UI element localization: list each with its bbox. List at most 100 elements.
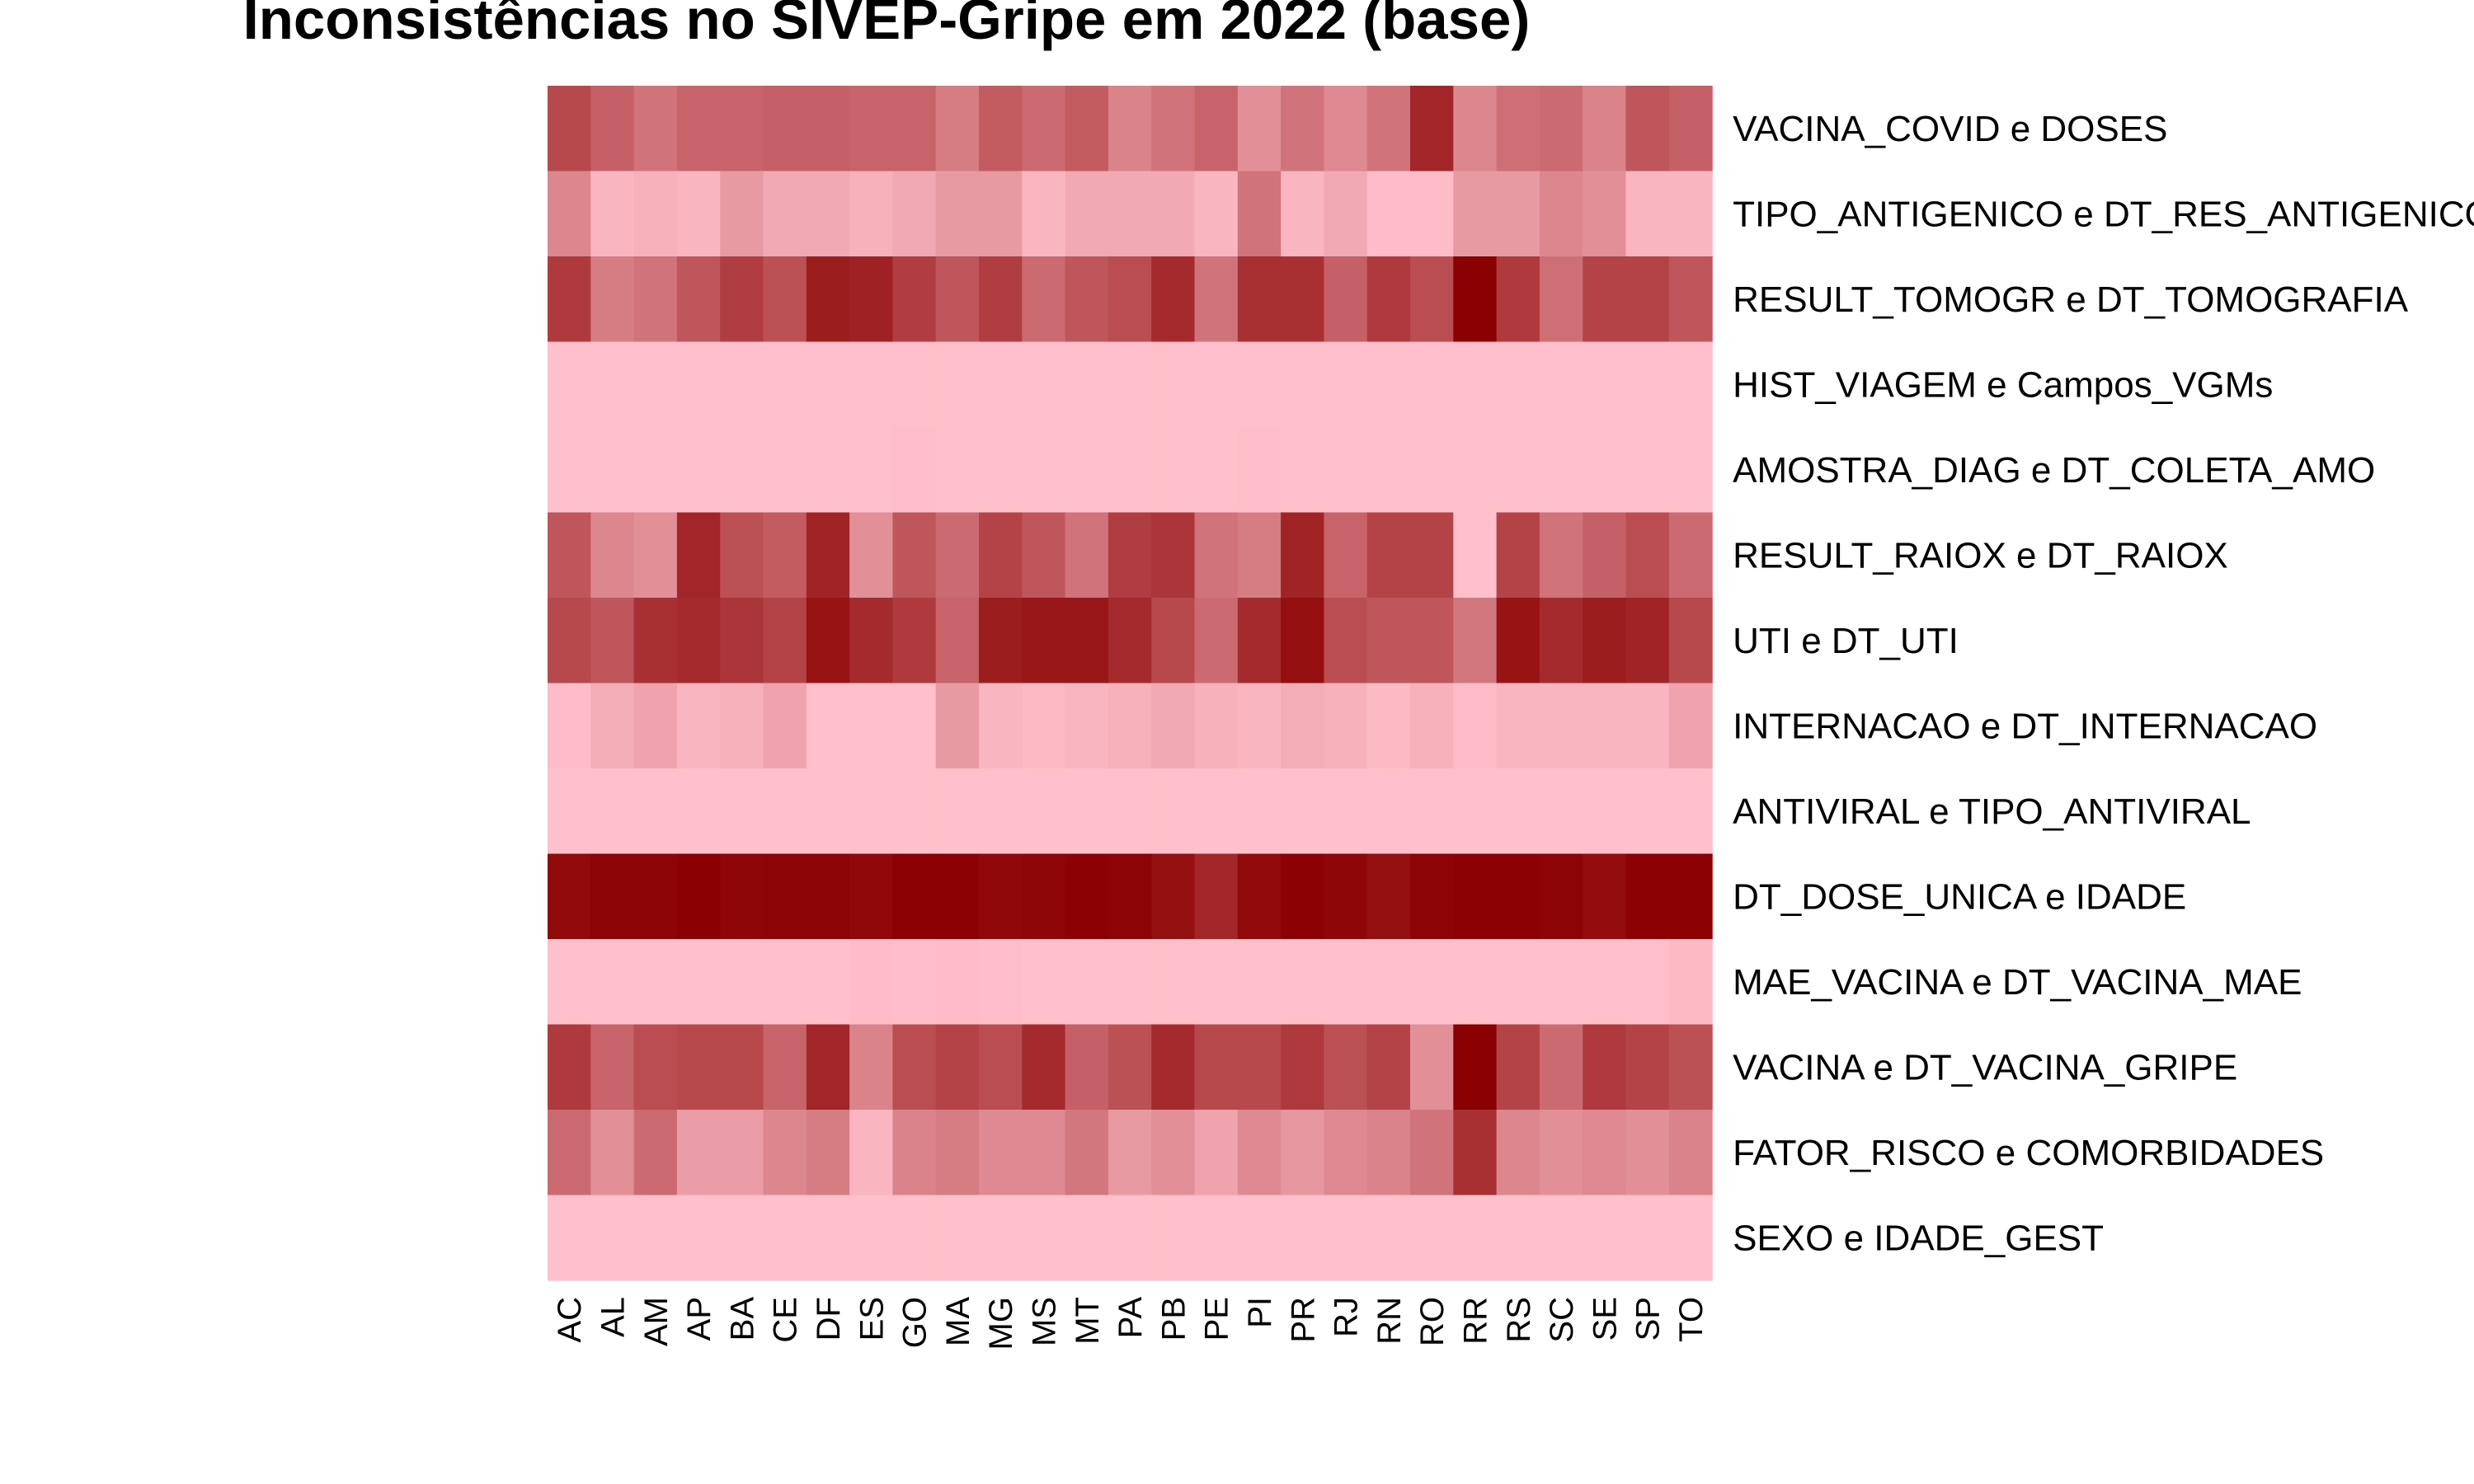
heatmap-cell xyxy=(1281,768,1324,855)
heatmap-cell xyxy=(1108,86,1152,172)
heatmap-cell xyxy=(1194,1024,1239,1111)
heatmap-cell xyxy=(548,683,591,769)
heatmap-cell xyxy=(979,1024,1023,1111)
heatmap-cell xyxy=(1496,171,1540,257)
heatmap-cell xyxy=(1108,427,1152,514)
heatmap-cell xyxy=(1194,86,1239,172)
heatmap-cell xyxy=(1366,86,1411,172)
heatmap-cell xyxy=(1022,86,1066,172)
column-label: MG xyxy=(983,1297,1019,1350)
heatmap-cell xyxy=(676,256,721,343)
heatmap-cell xyxy=(1496,256,1540,343)
heatmap-cell xyxy=(1453,1024,1498,1111)
heatmap-cell xyxy=(1410,171,1454,257)
heatmap-cell xyxy=(1194,171,1239,257)
row-label: MAE_VACINA e DT_VACINA_MAE xyxy=(1733,962,2302,1003)
heatmap-cell xyxy=(1366,1110,1411,1196)
heatmap-cell xyxy=(849,1110,893,1196)
heatmap-cell xyxy=(892,853,937,940)
heatmap-cell xyxy=(1366,512,1411,599)
heatmap-cell xyxy=(633,256,678,343)
heatmap-cell xyxy=(1539,512,1583,599)
heatmap-cell xyxy=(1194,1195,1239,1281)
heatmap-cell xyxy=(1625,512,1670,599)
heatmap-cell xyxy=(1108,1110,1152,1196)
heatmap-cell xyxy=(1324,683,1368,769)
heatmap-cell xyxy=(849,1195,893,1281)
heatmap-cell xyxy=(1583,598,1627,684)
heatmap-cell xyxy=(1022,512,1066,599)
heatmap-cell xyxy=(1668,1195,1713,1281)
heatmap-cell xyxy=(1410,86,1454,172)
column-label: DF xyxy=(811,1297,847,1341)
heatmap-cell xyxy=(1022,256,1066,343)
heatmap-cell xyxy=(590,1195,635,1281)
heatmap-cell xyxy=(1281,341,1324,428)
heatmap-cell xyxy=(1366,683,1411,769)
heatmap-cell xyxy=(1668,1110,1713,1196)
heatmap-cell xyxy=(1281,1024,1324,1111)
heatmap-cell xyxy=(1151,853,1196,940)
heatmap-cell xyxy=(1065,768,1109,855)
heatmap-cell xyxy=(1625,341,1670,428)
heatmap-cell xyxy=(1453,171,1498,257)
column-label: AC xyxy=(552,1297,588,1343)
heatmap-cell xyxy=(892,171,937,257)
heatmap-cell xyxy=(1625,853,1670,940)
heatmap-cell xyxy=(548,768,591,855)
heatmap-cell xyxy=(763,341,807,428)
heatmap-cell xyxy=(1625,427,1670,514)
heatmap-cell xyxy=(1194,683,1239,769)
heatmap-cell xyxy=(806,598,850,684)
heatmap-cell xyxy=(590,86,635,172)
heatmap-cell xyxy=(1583,86,1627,172)
heatmap-cell xyxy=(1065,1110,1109,1196)
heatmap-cell xyxy=(979,512,1023,599)
heatmap-cell xyxy=(1022,853,1066,940)
heatmap-cell xyxy=(979,939,1023,1026)
heatmap-cell xyxy=(1108,512,1152,599)
heatmap-cell xyxy=(1237,341,1282,428)
heatmap-cell xyxy=(806,341,850,428)
heatmap-cell xyxy=(1281,598,1324,684)
heatmap-cell xyxy=(676,768,721,855)
heatmap-cell xyxy=(849,256,893,343)
heatmap-cell xyxy=(1539,1024,1583,1111)
heatmap-cell xyxy=(892,939,937,1026)
heatmap-cell xyxy=(1324,427,1368,514)
heatmap-cell xyxy=(849,1024,893,1111)
row-label: FATOR_RISCO e COMORBIDADES xyxy=(1733,1133,2324,1173)
heatmap-cell xyxy=(1410,598,1454,684)
heatmap-cell xyxy=(1194,427,1239,514)
heatmap-cell xyxy=(1151,1195,1196,1281)
heatmap-cell xyxy=(720,171,764,257)
heatmap-cell xyxy=(676,1024,721,1111)
heatmap-cell xyxy=(676,939,721,1026)
heatmap-cell xyxy=(1625,598,1670,684)
heatmap-cell xyxy=(1324,939,1368,1026)
heatmap-cell xyxy=(1668,853,1713,940)
heatmap-cells xyxy=(548,86,1713,1281)
column-label: SP xyxy=(1630,1297,1667,1341)
heatmap-cell xyxy=(763,427,807,514)
heatmap-cell xyxy=(1453,683,1498,769)
heatmap-cell xyxy=(763,171,807,257)
column-label: TO xyxy=(1673,1297,1710,1342)
heatmap-cell xyxy=(1453,341,1498,428)
heatmap-cell xyxy=(1151,683,1196,769)
heatmap-cell xyxy=(720,86,764,172)
heatmap-cell xyxy=(1410,341,1454,428)
column-label: MA xyxy=(940,1297,976,1346)
heatmap-cell xyxy=(892,1110,937,1196)
heatmap-cell xyxy=(1108,171,1152,257)
heatmap-cell xyxy=(633,341,678,428)
heatmap-cell xyxy=(1237,1195,1282,1281)
heatmap-cell xyxy=(806,256,850,343)
heatmap-cell xyxy=(1151,341,1196,428)
row-label: VACINA_COVID e DOSES xyxy=(1733,109,2167,149)
heatmap-cell xyxy=(590,598,635,684)
row-label: AMOSTRA_DIAG e DT_COLETA_AMO xyxy=(1733,450,2375,491)
heatmap-cell xyxy=(1237,171,1282,257)
heatmap-cell xyxy=(1410,853,1454,940)
